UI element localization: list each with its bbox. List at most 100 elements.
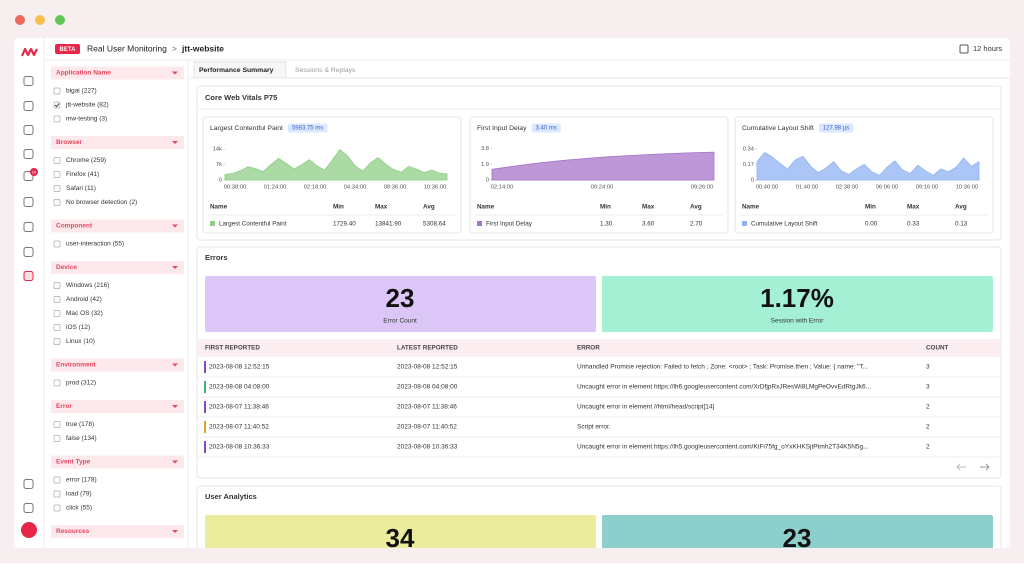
checkbox[interactable] <box>53 379 61 387</box>
notification-count: 10 <box>32 169 37 174</box>
tab-label[interactable]: Sessions & Replays <box>295 67 356 74</box>
y-tick-label: 1.9 <box>481 162 489 168</box>
filter-header[interactable] <box>51 66 184 80</box>
table-cell: 2023-08-08 12:52:15 <box>209 364 270 371</box>
checkbox[interactable] <box>53 199 61 206</box>
card-title: User Analytics <box>205 492 257 501</box>
checkbox[interactable] <box>53 435 61 442</box>
x-tick-label: 00:40:00 <box>756 185 779 191</box>
checkbox[interactable] <box>53 115 61 123</box>
filter-header[interactable] <box>51 455 184 469</box>
checkbox[interactable] <box>53 240 61 248</box>
tab-label[interactable]: Performance Summary <box>199 67 274 74</box>
filter-title: Error <box>56 403 72 410</box>
filter-option[interactable]: Safari (11) <box>66 185 96 192</box>
filter-option[interactable]: true (178) <box>66 421 94 428</box>
time-range[interactable]: 12 hours <box>973 44 1002 53</box>
filter-option[interactable]: error (178) <box>66 477 97 484</box>
checkbox[interactable] <box>53 282 61 289</box>
checkbox[interactable] <box>53 296 61 303</box>
nav-icon[interactable] <box>23 222 34 232</box>
filter-option[interactable]: Firefox (41) <box>66 171 99 178</box>
filter-option[interactable]: iOS (12) <box>66 324 90 331</box>
checkbox[interactable] <box>53 185 61 192</box>
beta-badge <box>55 44 80 54</box>
user-avatar[interactable] <box>21 522 37 538</box>
severity-bar <box>204 441 206 453</box>
filter-option[interactable]: Windows (216) <box>66 282 109 289</box>
calendar-icon[interactable] <box>959 44 969 54</box>
collapse-caret[interactable] <box>172 224 178 228</box>
filter-option[interactable]: No browser detection (2) <box>66 199 137 206</box>
table-cell: 2023-08-08 12:52:15 <box>397 364 458 371</box>
checkbox[interactable] <box>53 324 61 331</box>
filter-header[interactable] <box>51 400 184 413</box>
checkbox[interactable] <box>53 157 61 164</box>
filter-header[interactable] <box>51 261 184 274</box>
collapse-caret[interactable] <box>172 141 178 144</box>
table-cell: 2 <box>926 424 930 431</box>
checkbox[interactable] <box>53 310 61 317</box>
filter-title: Resources <box>56 528 90 535</box>
table-cell: 0.13 <box>955 221 968 228</box>
filter-header[interactable] <box>51 525 184 538</box>
prev-page[interactable] <box>956 463 966 471</box>
collapse-caret[interactable] <box>172 405 178 408</box>
checkbox[interactable] <box>53 171 61 178</box>
checkbox[interactable] <box>53 338 61 345</box>
nav-icon[interactable] <box>23 503 34 513</box>
filter-option[interactable]: false (134) <box>66 435 97 442</box>
nav-icon[interactable] <box>23 197 34 207</box>
collapse-caret[interactable] <box>172 266 178 269</box>
maximize-button[interactable] <box>55 15 65 25</box>
metric-badge-label: 5983.75 ms <box>292 126 323 132</box>
table-cell: 2 <box>926 404 930 411</box>
filter-option[interactable]: user-interaction (55) <box>66 241 124 248</box>
filter-option[interactable]: jtt-website (82) <box>65 102 109 109</box>
logo[interactable] <box>20 47 38 57</box>
collapse-caret[interactable] <box>172 71 178 75</box>
nav-icon[interactable] <box>23 171 34 181</box>
table-cell: 2023-08-08 04:08:00 <box>397 384 458 391</box>
table-header: Min <box>600 204 611 211</box>
nav-icon[interactable] <box>23 76 34 86</box>
minimize-button[interactable] <box>35 15 45 25</box>
nav-icon[interactable] <box>23 125 34 135</box>
table-header: Max <box>375 204 388 211</box>
close-button[interactable] <box>15 15 25 25</box>
checkbox[interactable] <box>53 476 61 484</box>
checkbox[interactable] <box>53 490 61 498</box>
nav-icon[interactable] <box>23 101 34 111</box>
filter-header[interactable] <box>51 136 184 149</box>
x-tick-label: 09:24:00 <box>591 185 614 191</box>
checkbox[interactable] <box>53 504 61 512</box>
checkbox[interactable] <box>53 421 61 428</box>
y-tick-label: 7k <box>216 162 222 168</box>
checkbox[interactable] <box>53 87 61 95</box>
filter-option[interactable]: Chrome (259) <box>66 157 106 164</box>
filter-option[interactable]: prod (312) <box>66 380 96 387</box>
collapse-caret[interactable] <box>172 363 178 367</box>
filter-option[interactable]: Mac OS (32) <box>66 310 103 317</box>
filter-option[interactable]: Android (42) <box>66 296 102 303</box>
nav-icon[interactable] <box>23 247 34 257</box>
filter-option[interactable]: mw-testing (3) <box>66 116 107 123</box>
filter-sidebar: Application Name bigai (227) jtt-website (… <box>51 66 184 538</box>
filter-header[interactable] <box>51 358 184 372</box>
filter-option[interactable]: bigai (227) <box>66 88 97 95</box>
area <box>224 149 448 181</box>
filter-option[interactable]: click (55) <box>66 505 92 512</box>
legend-swatch <box>210 221 215 226</box>
filter-header[interactable] <box>51 219 184 233</box>
nav-icon[interactable] <box>23 149 34 159</box>
collapse-caret[interactable] <box>172 530 178 533</box>
nav-icon[interactable] <box>23 479 34 489</box>
next-page[interactable] <box>980 463 990 471</box>
y-tick-label: 0.34 <box>743 146 755 152</box>
nav-icon[interactable] <box>23 271 34 281</box>
filter-option[interactable]: load (79) <box>66 491 92 498</box>
checkbox[interactable] <box>53 101 61 109</box>
collapse-caret[interactable] <box>172 460 178 464</box>
table-header: Min <box>333 204 344 211</box>
filter-option[interactable]: Linux (10) <box>66 338 95 345</box>
